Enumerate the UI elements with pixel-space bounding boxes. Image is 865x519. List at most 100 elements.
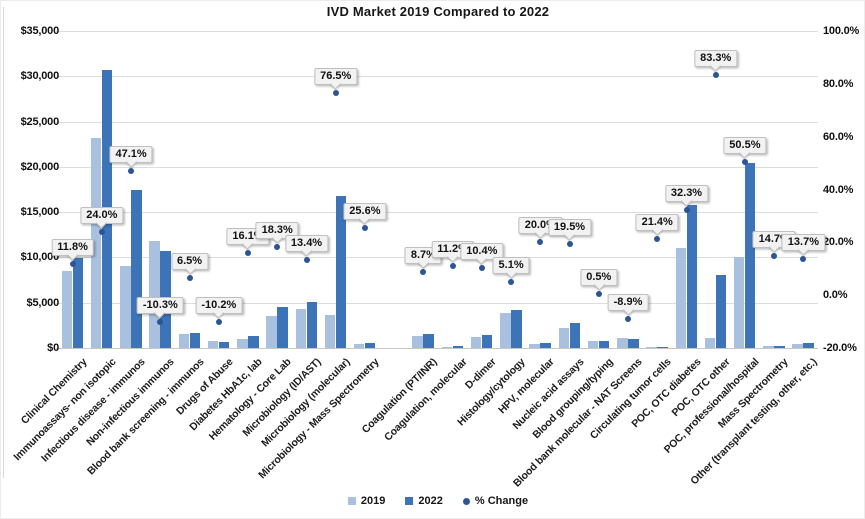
pct-change-label: -10.2% [195,297,243,319]
gridline [56,76,818,78]
value-axis-tick-label: $5,000 [26,296,60,309]
callout-pointer [446,250,459,263]
bar-2022-7 [277,306,288,348]
callout-pointer [797,244,809,256]
bar-2022-17 [598,340,610,348]
pct-change-label: -10.3% [136,297,184,320]
chart-title: IVD Market 2019 Compared to 2022 [326,4,550,19]
callout-pointer [622,304,634,316]
pct-change-label: 18.3% [255,221,299,244]
pct-change-marker [537,239,544,246]
pct-change-marker [449,262,456,269]
pct-change-label: 25.6% [343,202,387,225]
pct-change-label: 6.5% [170,253,209,275]
bar-2022-6 [248,336,259,348]
pct-change-label: 0.5% [580,268,618,291]
percent-axis-tick-label: 100.0% [823,25,860,37]
percent-axis-tick-label: -20.0% [823,342,857,354]
legend-item-2019: 2019 [347,495,385,507]
bar-2022-9 [335,195,347,348]
bar-2019-22 [733,256,745,348]
pct-change-marker [361,224,368,231]
pct-change-label: 47.1% [109,145,153,168]
bar-2022-15 [540,342,551,348]
bar-2019-15 [529,343,540,348]
pct-change-marker [771,253,778,260]
percent-axis-tick-label: 0.0% [823,289,848,302]
legend-item--change: % Change [462,495,529,507]
gridline [56,31,818,32]
bar-2019-10 [353,343,365,348]
bar-2019-9 [324,315,336,348]
bar-2022-0 [72,258,84,348]
window-edge-line [3,7,4,478]
pct-change-marker [712,72,719,79]
bar-2019-12 [441,346,453,348]
bar-2022-8 [306,301,317,348]
callout-pointer [125,156,137,168]
legend-square-swatch [347,497,356,505]
pct-change-label: 50.5% [723,136,767,159]
pct-change-label: 19.5% [547,218,592,241]
bar-2022-22 [744,163,756,348]
pct-change-marker [683,206,690,213]
percent-axis-tick-label: 40.0% [823,183,854,196]
bar-2022-20 [686,204,697,348]
value-axis-tick-label: $35,000 [20,25,60,37]
callout-pointer [768,241,780,253]
bar-2022-24 [803,342,814,348]
x-axis-line [56,348,818,349]
bar-2019-20 [675,248,686,348]
legend-square-swatch [405,497,414,505]
pct-change-marker [625,315,631,322]
bar-2019-1 [90,137,102,348]
value-axis-tick-label: $10,000 [20,251,60,264]
pct-change-marker [98,228,105,235]
callout-pointer [476,253,488,265]
callout-pointer [709,60,722,72]
bar-2022-23 [774,345,785,348]
bar-2022-13 [481,334,493,348]
legend-label: % Change [474,495,529,507]
bar-2019-19 [646,347,657,348]
bar-2022-12 [452,346,464,348]
bar-2019-8 [295,308,306,348]
pct-change-label: 5.1% [492,256,530,279]
callout-pointer [651,223,663,236]
bar-2022-19 [657,346,668,348]
bar-2019-6 [237,338,248,348]
pct-change-label: 83.3% [694,50,738,72]
percent-axis-tick-label: 20.0% [823,236,854,249]
pct-change-marker [654,235,661,242]
pct-change-marker [595,290,602,297]
gridline [56,121,818,123]
bar-2022-11 [423,334,434,348]
bar-2019-16 [558,328,569,348]
pct-change-label: -8.9% [607,293,649,316]
callout-pointer [329,78,342,90]
pct-change-label: 76.5% [314,68,358,90]
value-axis-tick-label: $0 [47,342,59,354]
callout-pointer [300,245,313,257]
bar-2019-17 [587,340,599,348]
legend-item-2022: 2022 [405,495,443,507]
pct-change-marker [157,319,164,326]
pct-change-marker [245,249,251,256]
pct-change-marker [741,158,748,165]
gridline [56,212,818,214]
pct-change-marker [332,90,339,97]
bar-2022-14 [511,310,522,348]
callout-pointer [212,307,224,319]
pct-change-marker [566,240,573,247]
callout-pointer [184,263,196,275]
pct-change-marker [478,264,485,271]
callout-pointer [563,229,576,241]
callout-pointer [505,267,518,279]
bar-2022-16 [569,322,580,348]
callout-pointer [271,232,283,244]
pct-change-label: 13.4% [284,234,329,257]
pct-change-label: 21.4% [635,213,679,236]
bar-2022-18 [628,338,639,348]
gridline [56,302,818,304]
